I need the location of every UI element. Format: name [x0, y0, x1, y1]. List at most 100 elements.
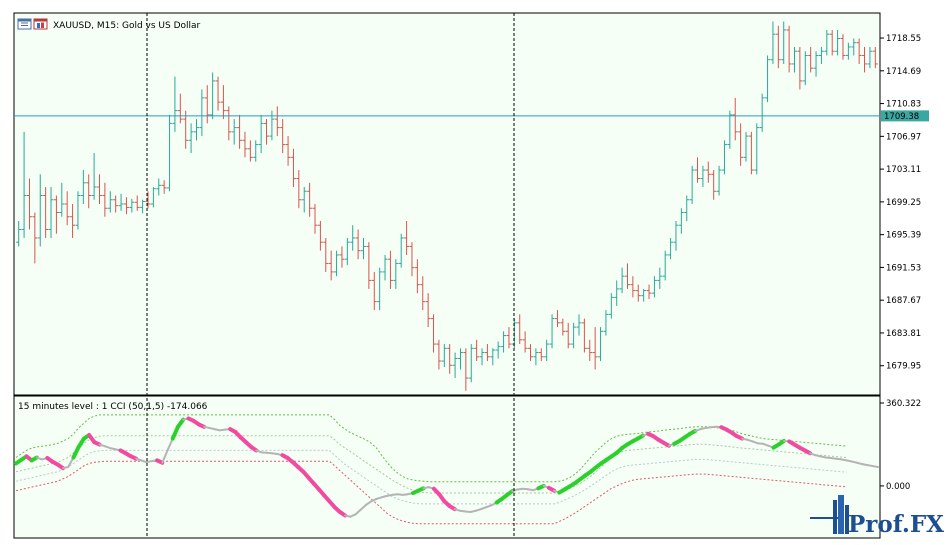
price-tick-label: 1699.25 — [886, 198, 921, 208]
candle — [463, 348, 469, 391]
price-tick-label: 1679.95 — [886, 362, 921, 372]
candle — [398, 233, 404, 268]
candle — [70, 204, 76, 238]
price-tick-label: 1714.69 — [886, 67, 921, 77]
candle — [377, 267, 383, 311]
candle — [587, 339, 593, 362]
indicator-tick-label: 360.322 — [886, 399, 921, 409]
candle — [75, 191, 81, 230]
candle — [684, 195, 690, 221]
cci-segment — [166, 437, 174, 452]
cci-segment — [776, 438, 786, 447]
candle — [64, 191, 70, 226]
candle — [765, 55, 771, 103]
candle — [102, 182, 108, 217]
prof-fx-logo: Prof.FX — [810, 495, 944, 538]
candle — [253, 140, 259, 162]
candle — [862, 46, 868, 73]
candle — [344, 237, 350, 266]
candle — [26, 178, 32, 230]
candle — [528, 344, 534, 362]
candle — [414, 259, 420, 294]
candle — [285, 136, 291, 166]
candle — [813, 51, 819, 77]
candle — [598, 327, 604, 362]
candle — [619, 267, 625, 294]
price-pane-background[interactable] — [13, 12, 881, 396]
candle — [495, 341, 501, 359]
candle — [97, 174, 103, 204]
chart-window-icon-red[interactable] — [33, 18, 48, 30]
candle — [738, 123, 744, 166]
candle — [134, 195, 140, 211]
cci-segment — [170, 424, 180, 441]
price-tick-label: 1683.81 — [886, 329, 921, 339]
candle — [404, 220, 410, 255]
candle — [641, 288, 647, 302]
candle — [231, 119, 237, 145]
candle — [716, 165, 722, 196]
candle — [220, 85, 226, 120]
candle — [59, 182, 65, 217]
candle — [145, 191, 151, 209]
candle — [705, 161, 711, 183]
candle — [393, 259, 399, 289]
candle — [312, 204, 318, 234]
indicator-tick-label: 0.000 — [886, 482, 910, 492]
price-axis: 1718.55 1714.69 1710.83 1706.97 1703.11 1699.… — [880, 34, 921, 372]
candle — [571, 322, 577, 349]
cci-segment — [365, 500, 373, 506]
candle — [431, 314, 437, 353]
candle — [247, 140, 253, 162]
candle — [177, 93, 183, 124]
candle — [662, 250, 668, 281]
symbol-header: XAUUSD, M15: Gold vs US Dollar — [17, 18, 201, 31]
candle — [614, 280, 620, 306]
candle — [420, 276, 426, 311]
candle — [113, 195, 119, 213]
candle — [447, 344, 453, 374]
candle — [37, 174, 43, 247]
candle — [161, 180, 167, 194]
candle — [646, 284, 652, 300]
candle — [183, 110, 189, 149]
candle — [226, 106, 232, 141]
candle — [872, 46, 878, 69]
candle — [296, 170, 302, 209]
candle — [517, 314, 523, 345]
candle — [16, 220, 22, 247]
candle — [721, 140, 727, 175]
chart-window-icon[interactable] — [17, 18, 32, 30]
cci-segment — [337, 509, 348, 518]
candle — [700, 165, 706, 188]
candle — [845, 42, 851, 60]
candle — [490, 348, 496, 366]
candle — [188, 123, 194, 154]
candle — [355, 229, 361, 260]
candle — [237, 114, 243, 149]
indicator-label: 15 minutes level : 1 CCI (50,1,5) -174.0… — [18, 402, 208, 412]
candle — [835, 29, 841, 56]
candle — [484, 344, 490, 362]
cci-segment — [55, 462, 66, 471]
candle — [668, 237, 674, 260]
candle — [409, 242, 415, 277]
candle — [824, 29, 830, 56]
candle — [851, 38, 857, 56]
candle — [560, 318, 566, 336]
candle — [603, 310, 609, 336]
cci-band-mid-upper — [15, 435, 847, 494]
cci-band-upper — [15, 414, 847, 483]
cci-segment — [161, 449, 169, 464]
indicator-pane-background[interactable] — [13, 395, 881, 539]
candle — [501, 331, 507, 353]
candle — [592, 327, 598, 370]
candle — [732, 97, 738, 141]
candle — [123, 197, 129, 215]
indicator-axis: 360.322 0.000 — [880, 399, 921, 492]
candle — [215, 76, 221, 111]
cci-segment — [175, 417, 186, 429]
candle — [808, 46, 814, 73]
candle — [554, 310, 560, 328]
